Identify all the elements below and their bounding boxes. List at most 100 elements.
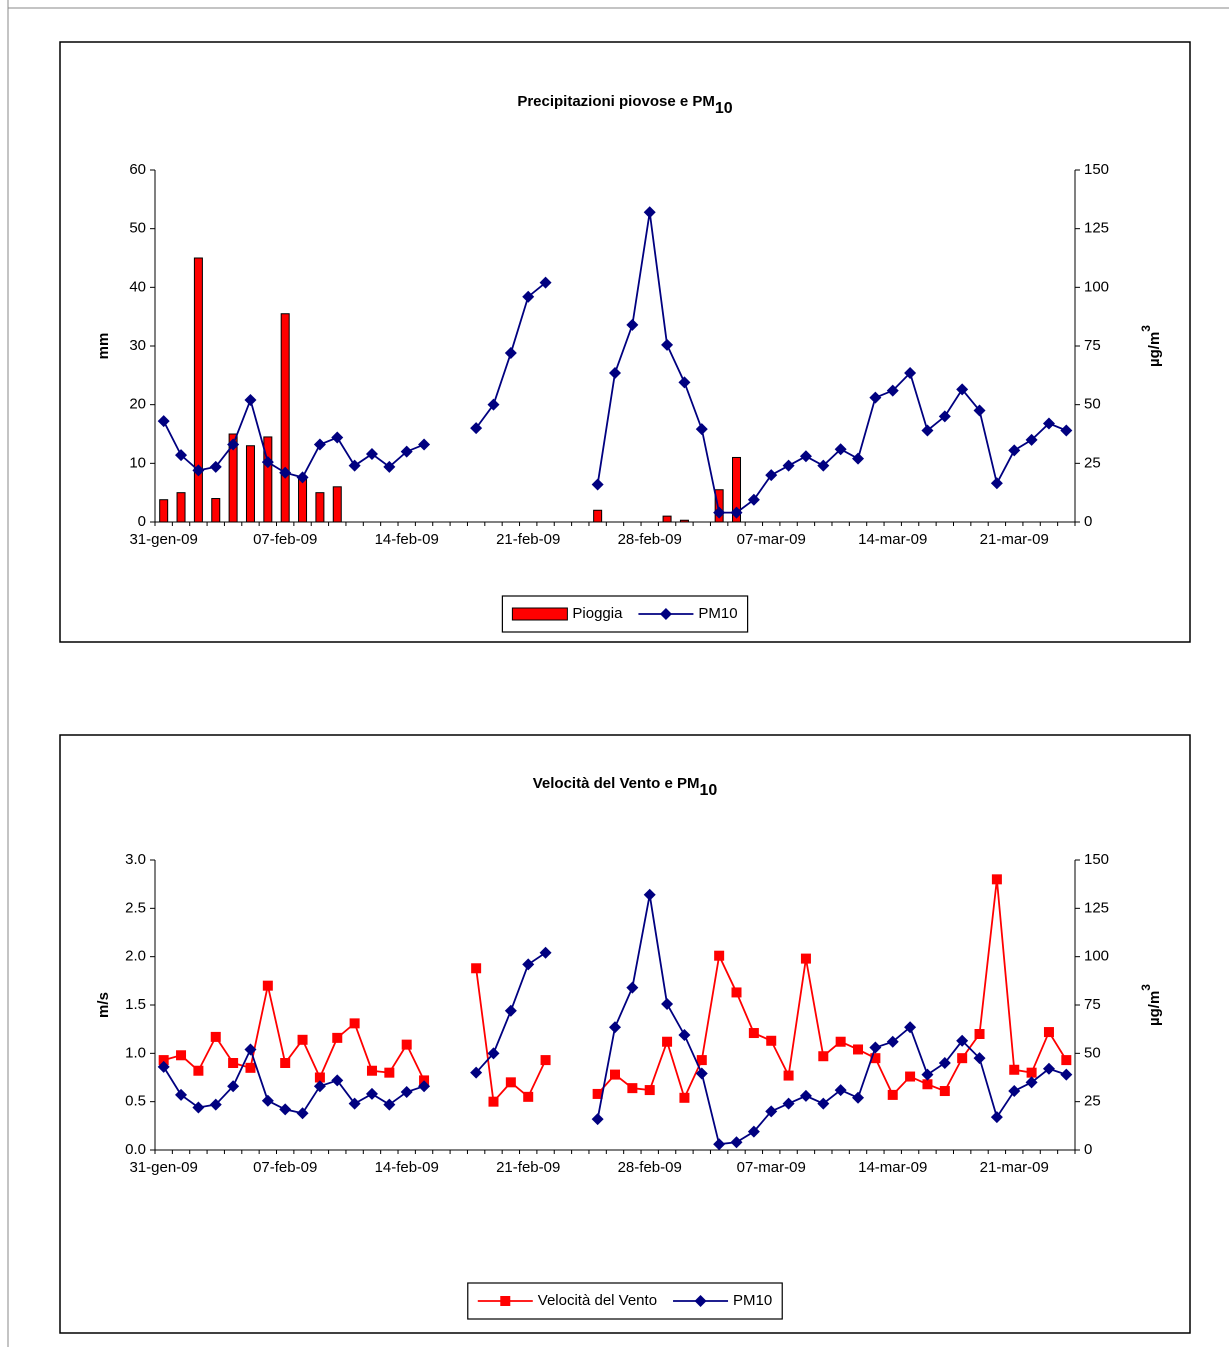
x-tick-label: 14-feb-09	[375, 1159, 439, 1176]
marker	[679, 1092, 690, 1103]
y2-tick-label: 125	[1084, 899, 1109, 916]
y2-tick-label: 100	[1084, 278, 1109, 295]
y-tick-label: 10	[129, 454, 146, 471]
marker	[400, 445, 413, 458]
marker	[730, 1136, 743, 1149]
marker	[157, 415, 170, 428]
marker	[244, 393, 257, 406]
y2-tick-label: 100	[1084, 948, 1109, 965]
marker	[1061, 1055, 1072, 1066]
marker	[713, 506, 726, 519]
marker	[817, 1097, 830, 1110]
marker	[678, 376, 691, 389]
marker	[747, 493, 760, 506]
x-tick-label: 31-gen-09	[129, 1159, 197, 1176]
marker	[852, 1091, 865, 1104]
marker	[245, 1062, 256, 1073]
marker	[1009, 1064, 1020, 1075]
marker	[609, 1021, 621, 1034]
marker	[500, 1296, 511, 1306]
marker	[766, 1035, 777, 1046]
y2-tick-label: 50	[1084, 1044, 1101, 1061]
marker	[365, 1087, 378, 1100]
x-tick-label: 14-feb-09	[375, 531, 439, 548]
marker	[800, 953, 811, 964]
marker	[401, 1039, 412, 1050]
marker	[522, 290, 535, 303]
marker	[365, 447, 378, 460]
x-tick-label: 07-mar-09	[737, 1159, 806, 1176]
marker	[695, 423, 708, 436]
marker	[227, 1080, 240, 1093]
marker	[331, 1074, 344, 1087]
y-tick-label: 50	[129, 220, 146, 237]
marker	[661, 998, 674, 1011]
marker	[713, 1138, 726, 1151]
marker	[747, 1125, 760, 1138]
marker	[471, 963, 482, 974]
legend-item: Velocità del Vento	[477, 1292, 657, 1309]
bar	[732, 456, 742, 523]
chart-title-main: Velocità del Vento e PM	[533, 775, 700, 792]
marker	[418, 438, 431, 451]
marker	[331, 431, 344, 444]
marker	[886, 1035, 899, 1048]
bar	[593, 509, 603, 523]
legend-swatch	[511, 607, 568, 621]
chart-title-subscript: 10	[699, 782, 717, 799]
marker	[192, 1101, 205, 1114]
marker	[244, 1043, 257, 1056]
plot-area	[155, 860, 1075, 1150]
marker	[886, 384, 899, 397]
marker	[1025, 433, 1038, 446]
y-tick-label: 20	[129, 396, 146, 413]
x-tick-label: 28-feb-09	[618, 1159, 682, 1176]
x-tick-label: 28-feb-09	[618, 531, 682, 548]
marker	[731, 987, 742, 998]
legend: Pioggia PM10	[501, 595, 749, 633]
marker	[366, 1065, 377, 1076]
marker	[348, 1097, 361, 1110]
legend-item: PM10	[673, 1292, 772, 1309]
marker	[748, 1028, 759, 1039]
y2-tick-label: 150	[1084, 851, 1109, 868]
marker	[852, 452, 865, 465]
marker	[280, 1058, 291, 1068]
bar	[332, 486, 342, 523]
marker	[921, 1068, 934, 1081]
y2-axis-label: µg/m3	[1139, 984, 1163, 1026]
bar	[298, 477, 308, 523]
marker	[348, 459, 361, 472]
x-tick-label: 07-feb-09	[253, 531, 317, 548]
marker	[799, 450, 812, 463]
marker	[175, 1088, 188, 1101]
marker	[1043, 1027, 1054, 1038]
marker	[487, 1047, 500, 1060]
marker	[695, 1067, 708, 1080]
marker	[176, 1050, 187, 1061]
marker	[523, 1091, 534, 1102]
marker	[662, 1036, 673, 1047]
marker	[192, 464, 205, 477]
marker	[853, 1044, 864, 1055]
marker	[1025, 1076, 1038, 1089]
y2-tick-label: 125	[1084, 220, 1109, 237]
legend-label: Velocità del Vento	[538, 1292, 657, 1309]
x-tick-label: 07-feb-09	[253, 1159, 317, 1176]
marker	[193, 1065, 204, 1076]
marker	[400, 1086, 413, 1098]
bar	[159, 499, 169, 523]
marker	[261, 456, 274, 469]
chart-title-subscript: 10	[715, 100, 733, 117]
marker	[817, 459, 830, 472]
y-tick-label: 1.5	[125, 996, 146, 1013]
marker	[782, 1097, 795, 1110]
marker	[349, 1018, 360, 1029]
y2-tick-label: 75	[1084, 996, 1101, 1013]
y-tick-label: 0	[138, 513, 146, 530]
marker	[158, 1055, 169, 1066]
bar	[280, 313, 290, 523]
marker	[1008, 1085, 1021, 1098]
